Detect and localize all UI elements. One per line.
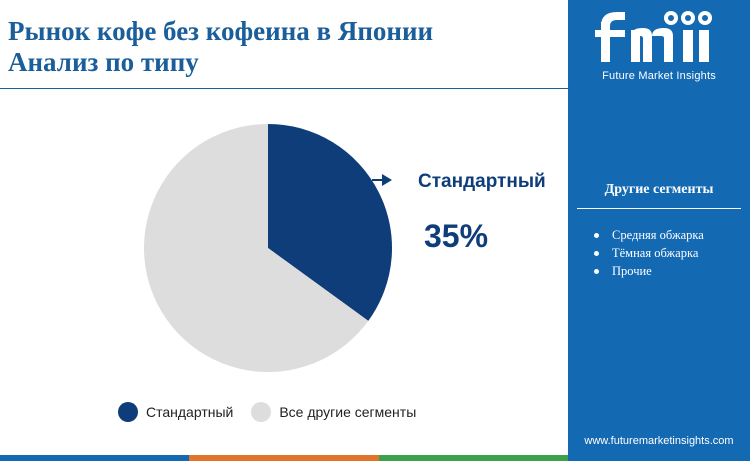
other-segments-list: Средняя обжарка Тёмная обжарка Прочие xyxy=(594,226,704,280)
chart-area: Стандартный 35% xyxy=(143,124,546,372)
fmi-logo-icon xyxy=(595,11,712,62)
pie-slice-1 xyxy=(143,124,369,372)
sidebar-divider xyxy=(577,208,741,209)
pie-slice-0 xyxy=(268,124,392,321)
chart-legend: Стандартный Все другие сегменты xyxy=(118,402,434,422)
bullet-icon xyxy=(594,269,599,274)
callout-label: Стандартный xyxy=(418,171,546,192)
bullet-icon xyxy=(594,233,599,238)
list-item: Тёмная обжарка xyxy=(594,244,704,262)
legend-item-other: Все другие сегменты xyxy=(251,402,416,422)
page-title: Рынок кофе без кофеина в Японии Анализ п… xyxy=(8,16,433,78)
legend-label-other: Все другие сегменты xyxy=(279,404,417,420)
list-item: Прочие xyxy=(594,262,704,280)
list-item-label: Прочие xyxy=(612,264,652,278)
page-title-line-1: Рынок кофе без кофеина в Японии xyxy=(8,16,434,46)
legend-item-standard: Стандартный xyxy=(118,402,233,422)
callout-arrow-icon xyxy=(382,174,392,186)
list-item-label: Средняя обжарка xyxy=(612,228,704,242)
fmi-logo: Future Market Insights xyxy=(568,6,750,86)
logo-text: Future Market Insights xyxy=(602,70,716,82)
legend-swatch-standard xyxy=(118,402,138,422)
list-item-label: Тёмная обжарка xyxy=(612,246,699,260)
website-url: www.futuremarketinsights.com xyxy=(584,435,734,447)
sidebar: Future Market Insights Другие сегменты С… xyxy=(568,0,750,461)
bottom-color-bar xyxy=(0,455,568,461)
legend-label-standard: Стандартный xyxy=(146,404,234,420)
list-item: Средняя обжарка xyxy=(594,226,704,244)
title-divider xyxy=(0,88,568,89)
bullet-icon xyxy=(594,251,599,256)
other-segments-heading: Другие сегменты xyxy=(604,182,714,197)
page-title-line-2: Анализ по типу xyxy=(8,47,199,77)
callout-value: 35% xyxy=(424,218,489,254)
legend-swatch-other xyxy=(251,402,272,422)
pie-chart xyxy=(143,124,392,372)
